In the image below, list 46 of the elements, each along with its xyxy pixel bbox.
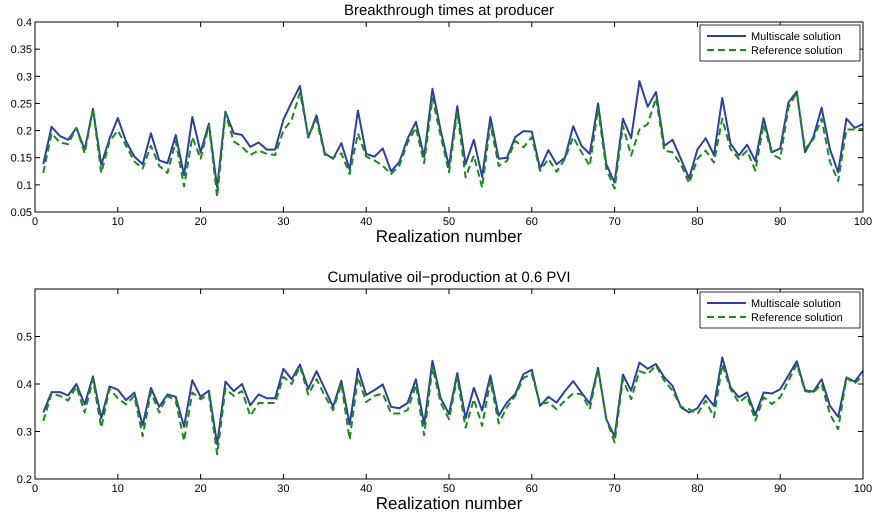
y-tick-label: 0.4 bbox=[16, 17, 32, 29]
x-tick-label: 10 bbox=[112, 216, 124, 228]
legend-label: Multiscale solution bbox=[751, 298, 841, 310]
x-tick-label: 90 bbox=[774, 483, 786, 495]
y-tick-label: 0.25 bbox=[10, 98, 32, 110]
x-tick-label: 30 bbox=[277, 216, 290, 228]
legend-label: Reference solution bbox=[751, 312, 843, 324]
x-tick-label: 100 bbox=[854, 216, 872, 228]
line-series bbox=[42, 356, 864, 446]
y-tick-label: 0.3 bbox=[16, 426, 32, 438]
x-tick-label: 30 bbox=[277, 483, 290, 495]
x-tick-label: 0 bbox=[32, 216, 38, 228]
x-tick-label: 60 bbox=[526, 216, 538, 228]
x-tick-label: 70 bbox=[608, 483, 621, 495]
x-tick-label: 0 bbox=[32, 483, 38, 495]
x-tick-label: 50 bbox=[442, 483, 456, 495]
chart-title: Breakthrough times at producer bbox=[344, 2, 554, 19]
y-tick-label: 0.35 bbox=[10, 44, 32, 56]
x-axis-title: Realization number bbox=[376, 227, 523, 246]
x-tick-label: 80 bbox=[691, 216, 704, 228]
x-tick-label: 10 bbox=[112, 483, 124, 495]
y-tick-label: 0.2 bbox=[16, 474, 32, 486]
line-series bbox=[42, 80, 864, 189]
x-tick-label: 90 bbox=[774, 216, 786, 228]
x-tick-label: 40 bbox=[360, 483, 372, 495]
y-tick-label: 0.5 bbox=[16, 332, 32, 344]
x-tick-label: 80 bbox=[691, 483, 704, 495]
y-tick-label: 0.4 bbox=[16, 379, 32, 391]
x-tick-label: 20 bbox=[194, 483, 207, 495]
legend-label: Multiscale solution bbox=[751, 31, 841, 43]
line-series bbox=[42, 364, 864, 456]
x-tick-label: 60 bbox=[526, 483, 538, 495]
y-tick-label: 0.15 bbox=[10, 152, 32, 165]
x-tick-label: 20 bbox=[194, 216, 207, 228]
y-tick-label: 0.05 bbox=[10, 207, 32, 219]
legend-label: Reference solution bbox=[751, 45, 843, 57]
y-tick-label: 0.2 bbox=[16, 126, 32, 138]
chart-title: Cumulative oil−production at 0.6 PVI bbox=[327, 269, 571, 286]
x-axis-title: Realization number bbox=[376, 494, 523, 513]
y-tick-label: 0.1 bbox=[16, 180, 32, 192]
x-tick-label: 70 bbox=[608, 216, 621, 228]
x-tick-label: 40 bbox=[360, 216, 372, 228]
line-series bbox=[42, 92, 864, 198]
y-tick-label: 0.3 bbox=[16, 71, 32, 84]
x-tick-label: 50 bbox=[442, 216, 456, 228]
x-tick-label: 100 bbox=[854, 483, 872, 495]
